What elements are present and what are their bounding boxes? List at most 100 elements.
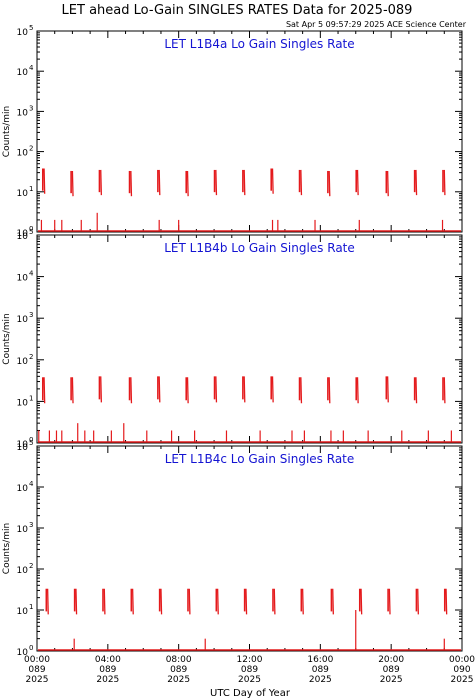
rate-burst	[245, 588, 248, 615]
figure-title: LET ahead Lo-Gain SINGLES RATES Data for…	[62, 3, 413, 18]
x-tick-year: 2025	[238, 675, 261, 685]
y-axis-label: Counts/min	[2, 313, 12, 364]
x-tick-doy: 089	[241, 665, 258, 675]
y-tick-label-exponent: 0	[29, 644, 33, 652]
y-tick-label-base: 10	[17, 189, 29, 199]
rate-burst	[43, 377, 46, 404]
y-tick-label-exponent: 2	[29, 562, 33, 570]
y-tick-label-exponent: 0	[29, 225, 33, 233]
rate-burst	[130, 377, 133, 404]
x-tick-year: 2025	[309, 675, 332, 685]
rate-burst	[215, 169, 218, 196]
x-tick-doy: 089	[28, 665, 45, 675]
y-tick-label-base: 10	[17, 525, 29, 535]
rate-burst	[300, 377, 303, 404]
x-tick-time: 00:00	[449, 655, 475, 665]
x-axis-label: UTC Day of Year	[210, 688, 291, 699]
rate-burst	[188, 588, 191, 615]
x-tick-doy: 089	[312, 665, 329, 675]
rate-burst	[328, 377, 331, 404]
x-tick-year: 2025	[167, 675, 190, 685]
y-tick-label-exponent: 3	[29, 104, 33, 112]
rate-burst	[356, 377, 359, 404]
y-tick-label-exponent: 5	[29, 24, 33, 32]
x-tick-time: 00:00	[24, 655, 50, 665]
y-axis-label: Counts/min	[2, 523, 12, 574]
rate-burst	[356, 169, 359, 196]
rate-burst	[415, 169, 418, 196]
rate-burst	[216, 588, 219, 615]
x-tick-time: 12:00	[237, 655, 263, 665]
rate-burst	[43, 168, 46, 194]
y-tick-label-exponent: 2	[29, 353, 33, 361]
y-tick-label-base: 10	[17, 229, 29, 239]
rate-burst	[243, 169, 246, 196]
rate-burst	[328, 170, 331, 197]
rate-burst	[100, 169, 102, 196]
generation-timestamp: Sat Apr 5 09:57:29 2025 ACE Science Cent…	[286, 20, 467, 29]
rate-burst	[300, 169, 303, 196]
rate-burst	[415, 377, 418, 404]
y-tick-label-exponent: 3	[29, 311, 33, 319]
plot-frame	[36, 234, 463, 444]
x-tick-year: 2025	[96, 675, 119, 685]
rate-burst	[332, 588, 334, 615]
x-tick-doy: 090	[453, 665, 470, 675]
y-tick-label-exponent: 1	[29, 603, 33, 611]
x-tick-time: 04:00	[95, 655, 121, 665]
rate-burst	[443, 169, 446, 196]
y-axis-label: Counts/min	[2, 106, 12, 157]
x-tick-doy: 089	[99, 665, 116, 675]
y-tick-label-exponent: 1	[29, 394, 33, 402]
rate-burst	[215, 376, 218, 403]
x-tick-time: 20:00	[378, 655, 404, 665]
x-tick-year: 2025	[380, 675, 403, 685]
rate-burst	[71, 377, 74, 404]
rate-burst	[271, 168, 274, 194]
y-tick-label-exponent: 1	[29, 185, 33, 193]
x-tick-time: 08:00	[166, 655, 192, 665]
y-tick-label-base: 10	[17, 68, 29, 78]
rate-burst	[75, 588, 78, 615]
x-tick-time: 16:00	[307, 655, 333, 665]
rate-burst	[271, 376, 274, 403]
y-tick-label-base: 10	[17, 484, 29, 494]
rate-burst	[301, 588, 304, 615]
y-tick-label-base: 10	[17, 440, 29, 450]
panel-title: LET L1B4c Lo Gain Singles Rate	[165, 452, 355, 466]
y-tick-label-base: 10	[17, 398, 29, 408]
y-tick-label-exponent: 3	[29, 521, 33, 529]
rate-burst	[417, 588, 419, 615]
y-tick-label-base: 10	[17, 315, 29, 325]
y-tick-label-base: 10	[17, 28, 29, 38]
rate-burst	[100, 376, 102, 403]
y-tick-label-base: 10	[17, 149, 29, 159]
y-tick-label-exponent: 4	[29, 480, 34, 488]
rate-burst	[158, 376, 161, 403]
y-tick-label-base: 10	[17, 607, 29, 617]
rate-burst	[186, 377, 189, 404]
rate-burst	[131, 588, 134, 615]
y-tick-label-base: 10	[17, 648, 29, 658]
x-tick-year: 2025	[26, 675, 49, 685]
panel-title: LET L1B4b Lo Gain Singles Rate	[164, 241, 355, 255]
plot-frame	[36, 445, 463, 652]
x-axis: 00:00089202504:00089202508:00089202512:0…	[24, 655, 475, 685]
x-tick-doy: 089	[170, 665, 187, 675]
y-tick-label-exponent: 5	[29, 439, 33, 447]
rate-burst	[130, 170, 133, 197]
y-tick-label-exponent: 4	[29, 270, 34, 278]
y-tick-label-base: 10	[17, 443, 29, 453]
rate-burst	[46, 588, 49, 615]
y-tick-label-exponent: 4	[29, 64, 34, 72]
y-tick-label-base: 10	[17, 232, 29, 242]
y-tick-label-exponent: 0	[29, 436, 33, 444]
rate-burst	[445, 588, 448, 615]
rate-burst	[273, 588, 276, 615]
y-tick-label-exponent: 5	[29, 228, 33, 236]
